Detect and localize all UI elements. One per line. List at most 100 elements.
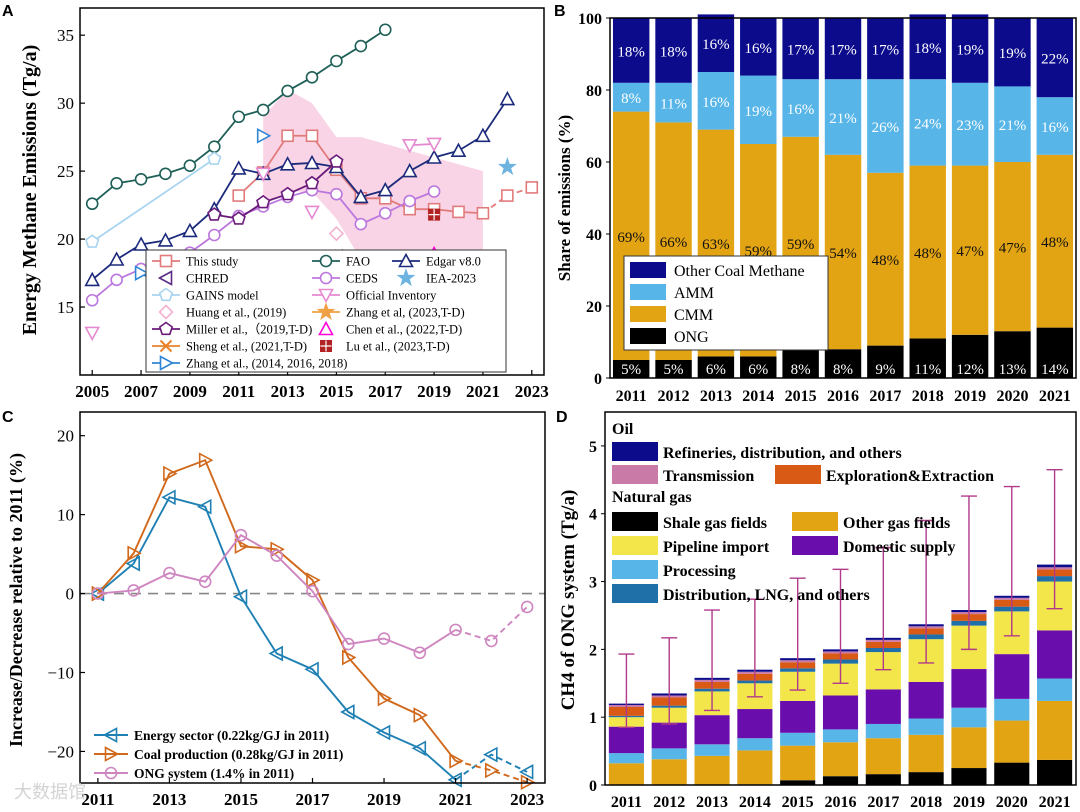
legend-label: Coal production (0.28kg/GJ in 2011) (134, 747, 343, 762)
y-tick-label: 100 (578, 11, 602, 28)
bar-segment-amm (612, 82, 650, 112)
legend-label: Pipeline import (663, 539, 770, 556)
bar-segment-other-coal-methane (951, 14, 989, 83)
bar-stack-2017: 9% 48% 26% 17% (867, 18, 904, 378)
legend-label: ONG system (1.4% in 2011) (134, 766, 294, 781)
bar-segment-shale-gas-fields (994, 762, 1030, 785)
data-point (127, 545, 142, 562)
bar-segment-amm (740, 75, 777, 144)
bar-segment-shale-gas-fields (822, 776, 859, 785)
data-point (161, 489, 176, 506)
bar-segment-amm (782, 79, 819, 137)
bar-data-label: 18% (617, 44, 645, 60)
bar-segment-other-gas-fields (865, 738, 901, 775)
bar-segment-domestic-supply (737, 709, 773, 739)
bar-stack-2020 (994, 485, 1030, 785)
data-point (378, 206, 392, 220)
legend-swatch-marker (318, 288, 334, 304)
x-tick-label: 2015 (782, 794, 814, 811)
bar-data-label: 8% (621, 91, 641, 107)
series-official-inventory (84, 137, 442, 342)
data-point (232, 189, 246, 202)
y-axis-label: Increase/Decrease relative to 2011 (%) (6, 453, 27, 747)
legend-swatch-exploration-extraction (775, 465, 821, 484)
x-tick-label: 2013 (700, 388, 732, 405)
panel-c-legend: Energy sector (0.22kg/GJ in 2011) Coal pr… (94, 727, 343, 781)
data-point (413, 646, 427, 660)
data-point (108, 251, 125, 266)
bar-segment-cmm (994, 162, 1031, 332)
legend-swatch-marker (398, 252, 414, 268)
y-tick-label: −10 (47, 663, 74, 682)
bar-data-label: 47% (999, 241, 1027, 257)
legend-swatch-marker (102, 727, 118, 743)
panel-b-legend: Other Coal Methane AMM CMM ONG (623, 255, 829, 351)
bar-segment-processing (737, 738, 773, 751)
legend-swatch-marker (158, 304, 174, 320)
bar-data-label: 24% (914, 116, 942, 132)
legend-label: This study (186, 255, 239, 269)
panel-a-legend: This study CHRED GAINS model Huang et al., … (145, 249, 507, 373)
legend-item-chen-et-al-2022-t-d: Chen et al., (2022,T-D) (318, 320, 462, 337)
bar-segment-cmm (951, 165, 989, 335)
y-tick-label: 1 (589, 710, 597, 727)
x-tick-label: 2017 (869, 388, 901, 405)
legend-label: FAO (346, 255, 370, 269)
bar-data-label: 11% (660, 97, 687, 113)
bar-data-label: 26% (872, 120, 900, 136)
bar-segment-ong (1036, 327, 1074, 378)
x-tick-label: 2021 (466, 382, 500, 401)
bar-stack-2014 (737, 598, 773, 785)
legend-swatch-other-gas-fields (792, 512, 838, 531)
bar-data-label: 6% (748, 362, 768, 378)
data-point (110, 273, 123, 287)
bar-segment-amm (697, 72, 735, 130)
y-tick-label: 20 (586, 299, 602, 316)
legend-label: Shale gas fields (663, 515, 767, 532)
legend-label: IEA-2023 (426, 272, 476, 286)
watermark: 大数据馆 (14, 782, 86, 803)
data-point (182, 222, 198, 238)
x-tick-label: 2019 (953, 794, 985, 811)
data-point (485, 634, 498, 648)
bar-segment-ong (655, 360, 692, 378)
bar-data-label: 16% (745, 41, 773, 57)
legend-label: Chen et al., (2022,T-D) (346, 323, 462, 337)
bar-segment-domestic-supply (994, 654, 1030, 699)
legend-swatch-marker (104, 746, 120, 762)
bar-segment-shale-gas-fields (865, 774, 901, 785)
bar-segment-amm (824, 79, 862, 155)
x-tick-label: 2011 (222, 382, 255, 401)
x-tick-label: 2011 (611, 794, 642, 811)
data-point (232, 588, 248, 605)
x-tick-label: 2015 (319, 382, 353, 401)
legend-label: Distribution, LNG, and others (663, 587, 870, 604)
bar-segment-cmm (867, 172, 904, 346)
data-point (85, 197, 99, 211)
data-point (378, 23, 392, 37)
y-tick-label: 4 (589, 507, 597, 524)
bar-segment-amm (655, 82, 692, 123)
plot-frame (79, 7, 545, 376)
legend-label: ONG (674, 329, 709, 346)
data-point (411, 740, 427, 757)
legend-label: Zhang et al, (2023,T-D) (346, 306, 465, 320)
data-point (163, 465, 178, 482)
bar-data-label: 63% (702, 237, 730, 253)
legend-item-official-inventory: Official Inventory (312, 288, 437, 304)
bar-stack-2020: 13% 47% 21% 19% (994, 18, 1031, 378)
data-point (280, 186, 295, 201)
legend-swatch-marker (316, 302, 336, 321)
legend-swatch-marker-cross (320, 340, 332, 352)
data-point (281, 129, 294, 143)
bar-segment-domestic-supply (694, 715, 730, 745)
bar-data-label: 21% (829, 111, 857, 127)
y-tick-label: 5 (589, 439, 597, 456)
y-tick-label: 0 (589, 778, 597, 795)
bar-segment-processing (994, 698, 1030, 721)
legend-label: Zhang et al., (2014, 2016, 2018) (186, 357, 347, 371)
data-point (198, 452, 214, 469)
data-point (234, 528, 248, 542)
bar-segment-other-gas-fields (951, 727, 987, 769)
